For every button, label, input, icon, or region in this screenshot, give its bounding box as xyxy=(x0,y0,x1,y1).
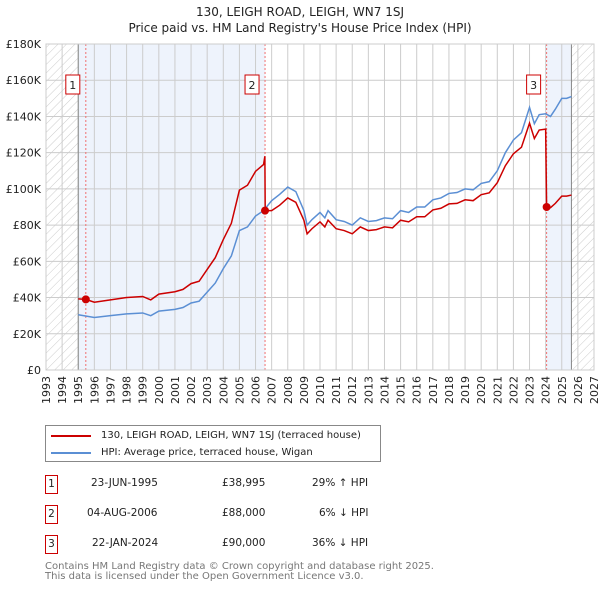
chart-subtitle: Price paid vs. HM Land Registry's House … xyxy=(128,21,472,35)
x-tick-label: 2014 xyxy=(378,376,391,404)
price: £90,000 xyxy=(222,537,266,549)
hatched-period xyxy=(571,44,594,370)
x-tick-label: 2015 xyxy=(395,376,408,404)
x-tick-label: 2005 xyxy=(233,376,246,404)
date: 04-AUG-2006 xyxy=(87,507,158,519)
y-tick-label: £180K xyxy=(6,38,42,51)
marker-badge: 2 xyxy=(45,505,58,524)
x-tick-label: 2024 xyxy=(540,376,553,404)
y-tick-label: £160K xyxy=(6,74,42,87)
x-tick-label: 2002 xyxy=(185,376,198,404)
y-tick-label: £120K xyxy=(6,147,42,160)
sale-label: 1 xyxy=(69,79,76,92)
date: 23-JUN-1995 xyxy=(91,477,158,489)
marker-badge: 1 xyxy=(45,475,58,494)
legend-item-property: 130, LEIGH ROAD, LEIGH, WN7 1SJ (terrace… xyxy=(51,430,361,441)
y-tick-label: £20K xyxy=(13,328,42,341)
transaction-row: 3 22-JAN-2024 £90,000 36% ↓ HPI xyxy=(45,535,445,555)
sale-point xyxy=(542,203,551,211)
footer-licence: This data is licensed under the Open Gov… xyxy=(45,571,364,582)
x-tick-label: 2001 xyxy=(169,376,182,404)
hpi-diff: 6% ↓ HPI xyxy=(319,507,369,519)
price-chart: 1993 1994 1995 1996 1997 1998 1999 2000 2001 2002… xyxy=(6,38,600,404)
legend-label: HPI: Average price, terraced house, Wiga… xyxy=(101,447,313,458)
x-tick-label: 2020 xyxy=(475,376,488,404)
y-tick-label: £140K xyxy=(6,110,42,123)
x-tick-label: 2013 xyxy=(362,376,375,404)
x-tick-label: 1999 xyxy=(137,376,150,404)
sale-point xyxy=(261,206,270,215)
x-tick-label: 1994 xyxy=(56,376,69,404)
x-tick-label: 2009 xyxy=(298,376,311,404)
y-tick-label: £80K xyxy=(13,219,42,232)
blue-line-swatch xyxy=(51,451,91,454)
shaded-period xyxy=(78,44,266,370)
x-tick-label: 2000 xyxy=(153,376,166,404)
x-tick-label: 2007 xyxy=(266,376,279,404)
x-tick-label: 2019 xyxy=(459,376,472,404)
x-tick-label: 2027 xyxy=(588,376,600,404)
sale-label-box xyxy=(244,74,260,95)
x-tick-label: 2003 xyxy=(201,376,214,404)
sale-label-box xyxy=(526,74,542,95)
x-tick-label: 2016 xyxy=(411,376,424,404)
x-tick-label: 1996 xyxy=(88,376,101,404)
date: 22-JAN-2024 xyxy=(92,537,159,549)
x-tick-label: 2012 xyxy=(346,376,359,404)
x-tick-label: 1997 xyxy=(104,376,117,404)
x-tick-label: 2011 xyxy=(330,376,343,404)
x-tick-label: 1993 xyxy=(40,376,53,404)
transaction-row: 2 04-AUG-2006 £88,000 6% ↓ HPI xyxy=(45,505,445,525)
price: £38,995 xyxy=(222,477,266,489)
marker-badge: 3 xyxy=(45,535,58,554)
legend-item-hpi: HPI: Average price, terraced house, Wiga… xyxy=(51,447,313,458)
x-tick-label: 1995 xyxy=(72,376,85,404)
footer-copyright: Contains HM Land Registry data © Crown c… xyxy=(45,561,434,572)
hpi-line xyxy=(78,95,572,319)
plot-border xyxy=(45,43,595,371)
x-tick-label: 2025 xyxy=(556,376,569,404)
x-tick-label: 2018 xyxy=(443,376,456,404)
sale-label: 3 xyxy=(530,79,537,92)
x-tick-label: 2004 xyxy=(217,376,230,404)
x-tick-label: 1998 xyxy=(121,376,134,404)
legend-label: 130, LEIGH ROAD, LEIGH, WN7 1SJ (terrace… xyxy=(101,430,361,441)
sale-point xyxy=(81,295,90,304)
price: £88,000 xyxy=(222,507,266,519)
sale-label: 2 xyxy=(249,79,256,92)
x-tick-label: 2006 xyxy=(250,376,263,404)
hpi-diff: 36% ↓ HPI xyxy=(312,537,369,549)
legend: 130, LEIGH ROAD, LEIGH, WN7 1SJ (terrace… xyxy=(45,425,381,462)
y-tick-label: £100K xyxy=(6,183,42,196)
transaction-row: 1 23-JUN-1995 £38,995 29% ↑ HPI xyxy=(45,475,445,495)
x-tick-label: 2023 xyxy=(524,376,537,404)
x-tick-label: 2017 xyxy=(427,376,440,404)
x-tick-label: 2022 xyxy=(507,376,520,404)
red-line-swatch xyxy=(51,434,91,437)
sale-label-box xyxy=(65,74,81,95)
hpi-diff: 29% ↑ HPI xyxy=(312,477,369,489)
x-tick-label: 2010 xyxy=(314,376,327,404)
y-tick-label: £40K xyxy=(13,292,42,305)
chart-title: 130, LEIGH ROAD, LEIGH, WN7 1SJ xyxy=(196,5,404,19)
x-tick-label: 2026 xyxy=(572,376,585,404)
x-tick-label: 2021 xyxy=(491,376,504,404)
property-price-line xyxy=(78,120,572,304)
y-tick-label: £0 xyxy=(27,364,41,377)
y-tick-label: £60K xyxy=(13,255,42,268)
x-tick-label: 2008 xyxy=(282,376,295,404)
